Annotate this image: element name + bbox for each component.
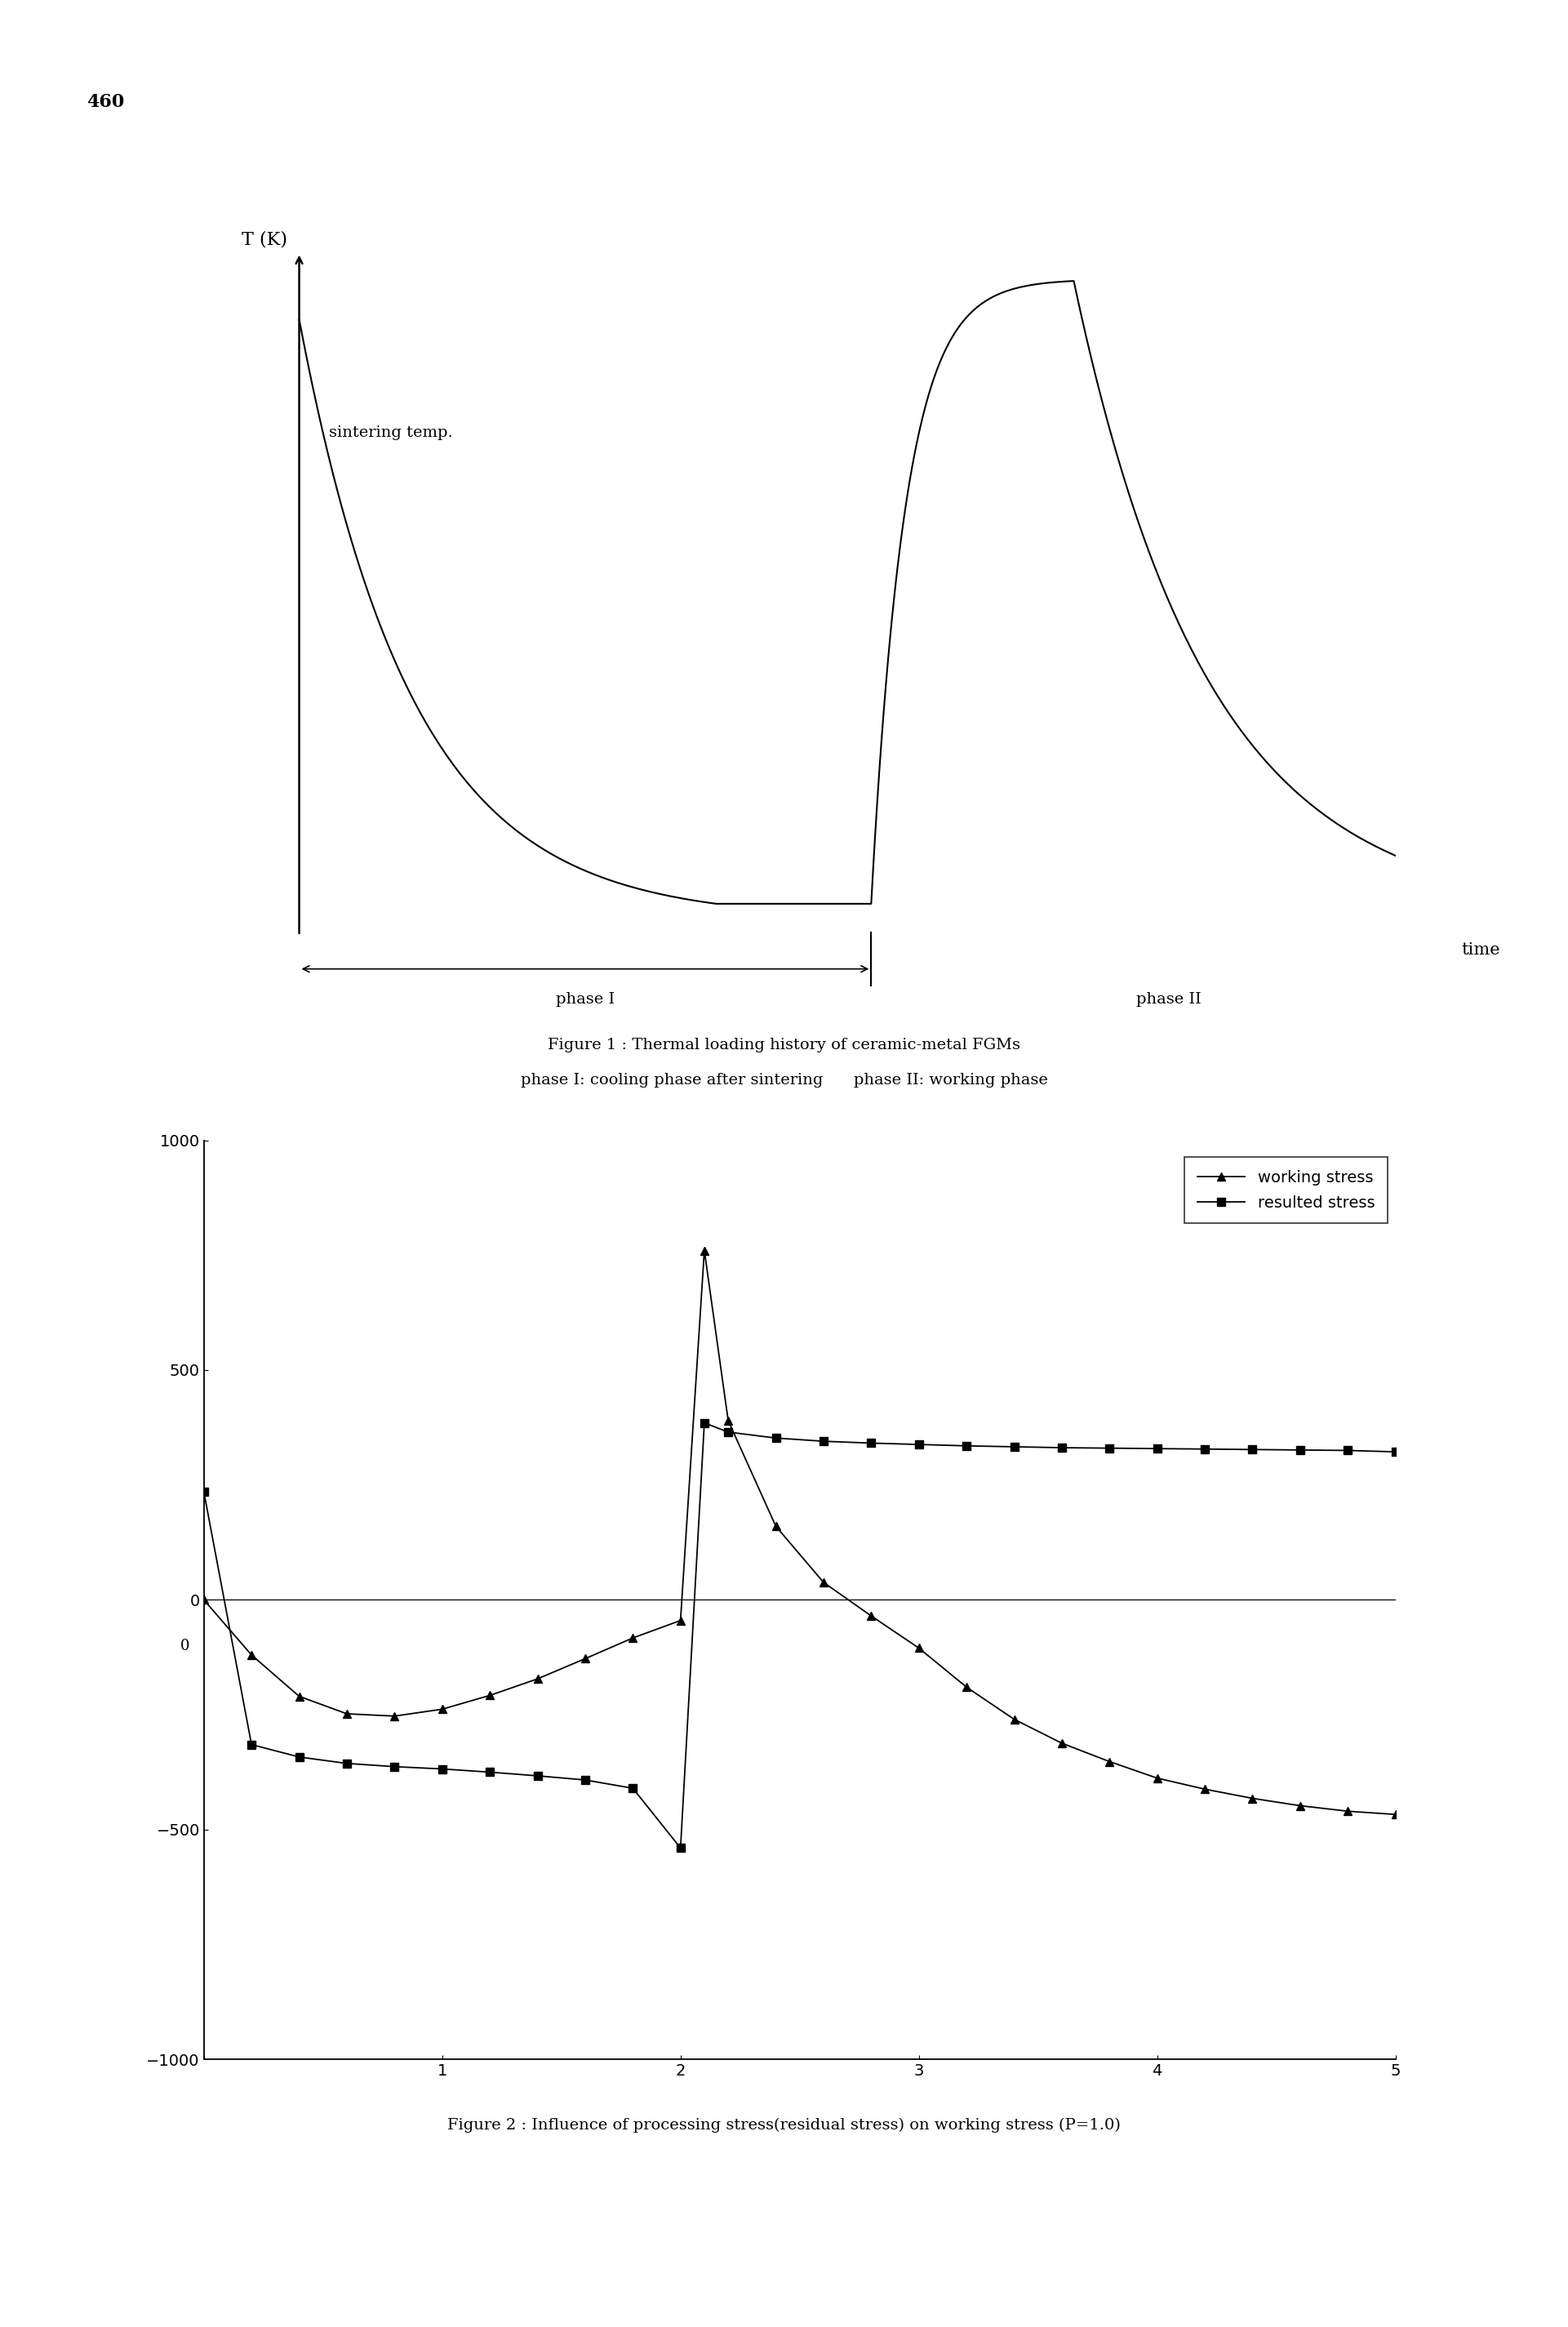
working stress: [1148, 1764, 1167, 1792]
working stress: [241, 1641, 260, 1668]
Text: 0: 0: [180, 1638, 190, 1654]
Text: time: time: [1461, 942, 1501, 959]
resulted stress: [1052, 1433, 1071, 1461]
working stress: [1052, 1729, 1071, 1757]
resulted stress: [433, 1755, 452, 1782]
resulted stress: [480, 1759, 499, 1787]
Line: resulted stress: resulted stress: [199, 1419, 1400, 1852]
resulted stress: [337, 1750, 356, 1778]
working stress: [624, 1624, 643, 1652]
working stress: [386, 1701, 405, 1729]
Legend: working stress, resulted stress: working stress, resulted stress: [1185, 1157, 1388, 1224]
resulted stress: [1243, 1436, 1262, 1464]
resulted stress: [1101, 1433, 1120, 1461]
resulted stress: [386, 1752, 405, 1780]
resulted stress: [624, 1773, 643, 1801]
working stress: [1195, 1776, 1214, 1803]
resulted stress: [1148, 1436, 1167, 1464]
working stress: [767, 1513, 786, 1540]
resulted stress: [194, 1478, 213, 1506]
resulted stress: [1290, 1436, 1309, 1464]
resulted stress: [767, 1424, 786, 1452]
resulted stress: [695, 1408, 713, 1436]
working stress: [695, 1236, 713, 1264]
working stress: [1290, 1792, 1309, 1820]
resulted stress: [671, 1834, 690, 1862]
resulted stress: [1005, 1433, 1024, 1461]
resulted stress: [814, 1426, 833, 1454]
resulted stress: [956, 1431, 975, 1459]
working stress: [862, 1601, 881, 1629]
working stress: [1339, 1796, 1358, 1824]
Text: phase II: phase II: [1137, 991, 1201, 1008]
resulted stress: [241, 1731, 260, 1759]
working stress: [1005, 1706, 1024, 1734]
Line: working stress: working stress: [199, 1247, 1400, 1817]
Text: phase I: cooling phase after sintering      phase II: working phase: phase I: cooling phase after sintering p…: [521, 1073, 1047, 1087]
resulted stress: [528, 1762, 547, 1789]
Text: Figure 2 : Influence of processing stress(residual stress) on working stress (P=: Figure 2 : Influence of processing stres…: [447, 2118, 1121, 2132]
working stress: [290, 1682, 309, 1710]
working stress: [671, 1606, 690, 1634]
Text: Figure 1 : Thermal loading history of ceramic-metal FGMs: Figure 1 : Thermal loading history of ce…: [547, 1038, 1021, 1052]
working stress: [1101, 1748, 1120, 1776]
resulted stress: [909, 1431, 928, 1459]
resulted stress: [1339, 1436, 1358, 1464]
resulted stress: [862, 1429, 881, 1457]
Text: T (K): T (K): [241, 230, 287, 249]
working stress: [909, 1634, 928, 1661]
working stress: [433, 1696, 452, 1724]
working stress: [575, 1645, 594, 1673]
working stress: [337, 1699, 356, 1727]
resulted stress: [718, 1417, 737, 1445]
working stress: [1386, 1801, 1405, 1829]
resulted stress: [1386, 1438, 1405, 1466]
working stress: [194, 1587, 213, 1615]
working stress: [718, 1406, 737, 1433]
resulted stress: [575, 1766, 594, 1794]
resulted stress: [1195, 1436, 1214, 1464]
working stress: [480, 1682, 499, 1710]
Text: sintering temp.: sintering temp.: [329, 426, 453, 440]
resulted stress: [290, 1743, 309, 1771]
working stress: [814, 1568, 833, 1596]
Text: 460: 460: [86, 93, 124, 112]
working stress: [528, 1664, 547, 1692]
working stress: [956, 1673, 975, 1701]
Text: phase I: phase I: [555, 991, 615, 1008]
working stress: [1243, 1785, 1262, 1813]
